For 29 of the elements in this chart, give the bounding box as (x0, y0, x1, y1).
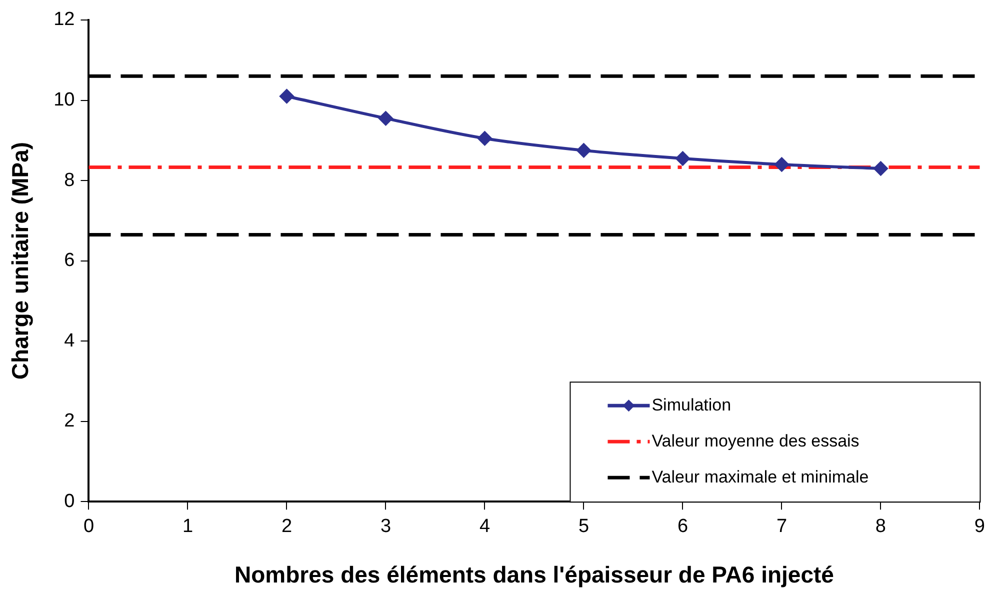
y-tick-label: 0 (64, 490, 75, 512)
x-tick-label: 5 (578, 516, 590, 538)
x-axis-title: Nombres des éléments dans l'épaisseur de PA6 injecté (234, 562, 834, 588)
x-tick-label: 7 (776, 516, 788, 538)
point (774, 157, 789, 172)
point (378, 111, 393, 126)
point (478, 131, 492, 146)
y-tick-label: 12 (54, 9, 75, 30)
x-tick-label: 2 (281, 516, 292, 538)
point (874, 161, 888, 176)
x-tick-label: 3 (380, 516, 392, 538)
x-tick-label: 1 (182, 516, 194, 538)
point (280, 89, 294, 104)
legend-label: Valeur maximale et minimale (652, 467, 869, 486)
point (576, 143, 591, 158)
y-tick-label: 2 (64, 410, 75, 432)
x-tick-label: 4 (479, 516, 490, 538)
point (676, 151, 690, 166)
x-tick-label: 9 (974, 516, 986, 538)
y-tick-label: 8 (64, 170, 75, 191)
legend-label: Simulation (652, 395, 732, 414)
y-axis-title: Charge unitaire (MPa) (7, 142, 34, 380)
legend-label: Valeur moyenne des essais (652, 431, 860, 450)
x-tick-label: 8 (875, 516, 886, 538)
y-tick-label: 10 (54, 90, 75, 110)
x-tick-label: 0 (83, 516, 94, 538)
x-tick-label: 6 (677, 516, 688, 538)
y-tick-label: 4 (64, 330, 76, 352)
y-tick-label: 6 (64, 250, 75, 272)
